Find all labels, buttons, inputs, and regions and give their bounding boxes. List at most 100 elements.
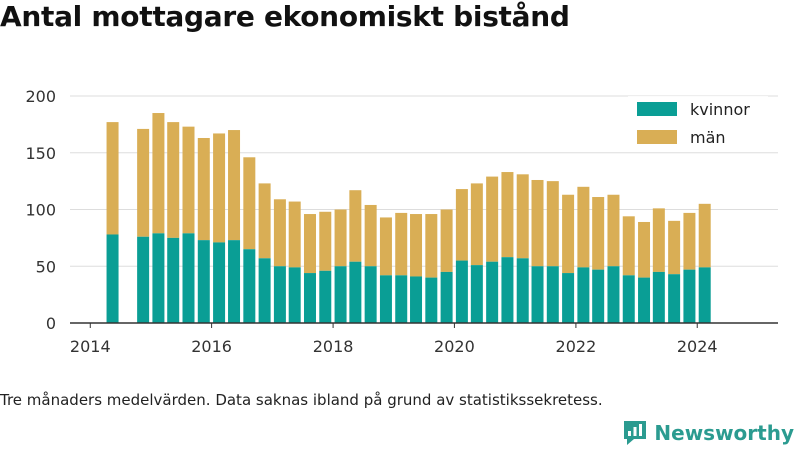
bar-kvinnor [683, 269, 696, 323]
legend-label: kvinnor [690, 100, 750, 119]
bar-man [638, 221, 651, 278]
bar-kvinnor [334, 266, 347, 323]
bar-kvinnor [288, 267, 301, 323]
bar-man [410, 214, 423, 277]
bar-man [228, 130, 241, 241]
bar-man [243, 157, 256, 250]
bar-kvinnor [349, 261, 362, 323]
bar-man [395, 212, 408, 276]
bar-man [364, 204, 377, 267]
x-tick-label: 2020 [434, 337, 475, 356]
bar-kvinnor [364, 266, 377, 323]
bar-kvinnor [197, 240, 210, 323]
x-tick-label: 2024 [677, 337, 718, 356]
bar-kvinnor [258, 258, 271, 323]
y-tick-label: 200 [25, 87, 56, 106]
bar-man [607, 194, 620, 267]
bar-man [273, 199, 286, 267]
bar-kvinnor [182, 233, 195, 323]
stacked-bar-chart: 0 50 100 150 200 2014 2016 2018 2020 2022 2024 kv… [25, 87, 778, 356]
bar-kvinnor [319, 270, 332, 323]
bar-kvinnor [486, 261, 499, 323]
chart-caption: Tre månaders medelvärden. Data saknas ib… [0, 391, 603, 409]
bar-kvinnor [562, 273, 575, 323]
bar-man [592, 197, 605, 270]
x-tick-label: 2014 [70, 337, 111, 356]
chart-title: Antal mottagare ekonomiskt bistånd [0, 0, 570, 33]
y-axis-ticks: 0 50 100 150 200 [25, 87, 56, 333]
bar-kvinnor [425, 277, 438, 323]
bar-kvinnor [137, 236, 150, 323]
y-tick-label: 100 [25, 201, 56, 220]
bar-kvinnor [470, 265, 483, 323]
bar-kvinnor [638, 277, 651, 323]
bar-man [182, 126, 195, 234]
bar-man [546, 181, 559, 267]
bar-man [562, 194, 575, 274]
bar-man [167, 122, 180, 238]
bar-kvinnor [228, 240, 241, 323]
y-tick-label: 0 [46, 314, 56, 333]
bar-kvinnor [577, 267, 590, 323]
y-tick-label: 150 [25, 144, 56, 163]
bar-kvinnor [455, 260, 468, 323]
legend-label: män [690, 128, 726, 147]
legend-swatch [637, 102, 677, 116]
bar-kvinnor [622, 275, 635, 323]
bar-man [319, 211, 332, 271]
bar-man [486, 176, 499, 262]
bar-kvinnor [592, 269, 605, 323]
bar-man [440, 209, 453, 272]
bar-kvinnor [243, 249, 256, 323]
bar-man [258, 183, 271, 259]
bar-kvinnor [516, 258, 529, 323]
bar-man [152, 113, 165, 234]
bar-man [698, 203, 711, 268]
brand-logo[interactable]: Newsworthy [622, 419, 794, 447]
bar-man [470, 183, 483, 266]
bar-kvinnor [668, 274, 681, 323]
bar-man [455, 189, 468, 261]
bar-man [652, 208, 665, 272]
bar-kvinnor [379, 275, 392, 323]
bar-kvinnor [106, 234, 119, 323]
bar-man [213, 133, 226, 243]
bar-kvinnor [152, 233, 165, 323]
bar-kvinnor [531, 266, 544, 323]
bar-man [349, 190, 362, 262]
bars [106, 113, 711, 323]
bar-man [577, 186, 590, 268]
bar-kvinnor [440, 271, 453, 323]
brand-name: Newsworthy [654, 421, 794, 445]
bar-kvinnor [546, 266, 559, 323]
bar-kvinnor [167, 237, 180, 323]
bar-kvinnor [698, 267, 711, 323]
bar-kvinnor [213, 242, 226, 323]
bar-man [516, 174, 529, 259]
x-axis: 2014 2016 2018 2020 2022 2024 [70, 322, 778, 356]
bar-kvinnor [607, 266, 620, 323]
bar-kvinnor [652, 271, 665, 323]
bar-kvinnor [501, 257, 514, 323]
bar-man [379, 217, 392, 276]
x-tick-label: 2016 [191, 337, 232, 356]
bar-man [137, 128, 150, 237]
bar-chart-speech-icon [624, 421, 647, 445]
legend: kvinnor män [628, 96, 768, 152]
x-tick-label: 2018 [313, 337, 354, 356]
bar-kvinnor [303, 273, 316, 323]
bar-kvinnor [273, 266, 286, 323]
x-tick-label: 2022 [556, 337, 597, 356]
bar-man [501, 172, 514, 258]
bar-man [288, 201, 301, 268]
bar-man [334, 209, 347, 267]
bar-man [622, 216, 635, 276]
legend-swatch [637, 130, 677, 144]
y-tick-label: 50 [36, 257, 56, 276]
bar-man [668, 220, 681, 275]
bar-man [683, 212, 696, 270]
bar-kvinnor [395, 275, 408, 323]
bar-man [106, 122, 119, 235]
bar-man [303, 214, 316, 274]
bar-man [197, 137, 210, 241]
